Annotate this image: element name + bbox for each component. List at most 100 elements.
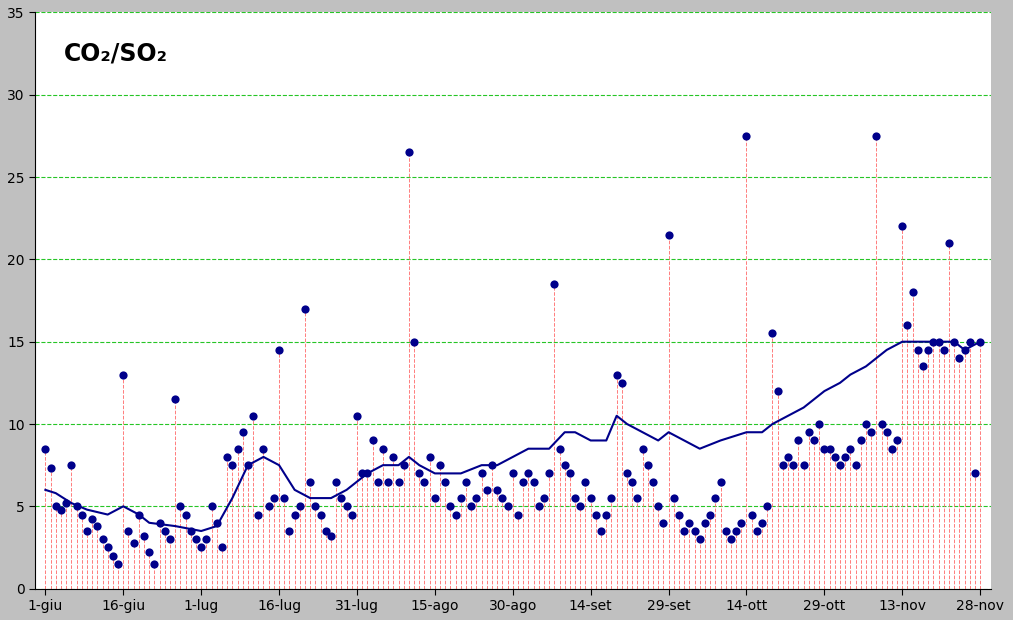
Point [390, 477, 406, 487]
Point [671, 510, 687, 520]
Point [499, 502, 516, 512]
Point [277, 493, 293, 503]
Point [333, 493, 349, 503]
Point [593, 526, 609, 536]
Point [401, 148, 417, 157]
Point [162, 534, 178, 544]
Point [121, 526, 137, 536]
Point [541, 469, 557, 479]
Point [323, 531, 339, 541]
Point [48, 502, 64, 512]
Point [463, 502, 479, 512]
Point [682, 518, 698, 528]
Point [531, 502, 547, 512]
Point [598, 510, 614, 520]
Point [426, 493, 443, 503]
Point [961, 337, 978, 347]
Point [396, 460, 412, 470]
Point [89, 521, 105, 531]
Point [411, 469, 427, 479]
Point [780, 452, 796, 462]
Point [765, 329, 781, 339]
Point [94, 534, 110, 544]
Point [365, 435, 381, 445]
Point [863, 427, 879, 437]
Point [738, 131, 755, 141]
Point [582, 493, 599, 503]
Point [37, 444, 54, 454]
Point [822, 444, 838, 454]
Point [723, 534, 739, 544]
Point [199, 534, 215, 544]
Point [177, 510, 193, 520]
Point [484, 460, 500, 470]
Point [141, 547, 157, 557]
Point [115, 370, 132, 379]
Point [287, 510, 303, 520]
Point [754, 518, 770, 528]
Point [827, 452, 843, 462]
Point [380, 477, 396, 487]
Point [717, 526, 733, 536]
Point [878, 427, 894, 437]
Point [946, 337, 962, 347]
Point [811, 419, 828, 429]
Point [567, 493, 583, 503]
Point [770, 386, 786, 396]
Point [250, 510, 266, 520]
Point [126, 538, 142, 547]
Point [240, 460, 256, 470]
Point [270, 345, 287, 355]
Point [136, 531, 152, 541]
Point [297, 304, 313, 314]
Point [74, 510, 90, 520]
Point [562, 469, 578, 479]
Point [328, 477, 344, 487]
Point [692, 534, 708, 544]
Point [193, 542, 210, 552]
Point [104, 551, 121, 560]
Point [406, 337, 422, 347]
Point [79, 526, 95, 536]
Point [936, 345, 952, 355]
Point [666, 493, 682, 503]
Point [759, 502, 775, 512]
Point [448, 510, 464, 520]
Point [614, 378, 630, 388]
Point [53, 505, 69, 515]
Point [842, 444, 858, 454]
Point [650, 502, 667, 512]
Point [551, 444, 567, 454]
Point [702, 510, 718, 520]
Point [282, 526, 298, 536]
Point [292, 502, 308, 512]
Point [889, 435, 906, 445]
Point [182, 526, 199, 536]
Point [343, 510, 360, 520]
Point [941, 238, 957, 248]
Point [816, 444, 833, 454]
Point [526, 477, 542, 487]
Point [473, 469, 489, 479]
Point [972, 337, 989, 347]
Point [619, 469, 635, 479]
Point [536, 493, 552, 503]
Point [99, 542, 115, 552]
Point [956, 345, 972, 355]
Point [172, 502, 188, 512]
Point [728, 526, 745, 536]
Point [110, 559, 127, 569]
Point [640, 460, 656, 470]
Point [260, 502, 277, 512]
Point [660, 230, 677, 240]
Point [360, 469, 376, 479]
Point [521, 469, 537, 479]
Point [609, 370, 625, 379]
Point [790, 435, 806, 445]
Point [588, 510, 604, 520]
Point [676, 526, 692, 536]
Point [775, 460, 791, 470]
Point [255, 444, 271, 454]
Point [318, 526, 334, 536]
Point [416, 477, 433, 487]
